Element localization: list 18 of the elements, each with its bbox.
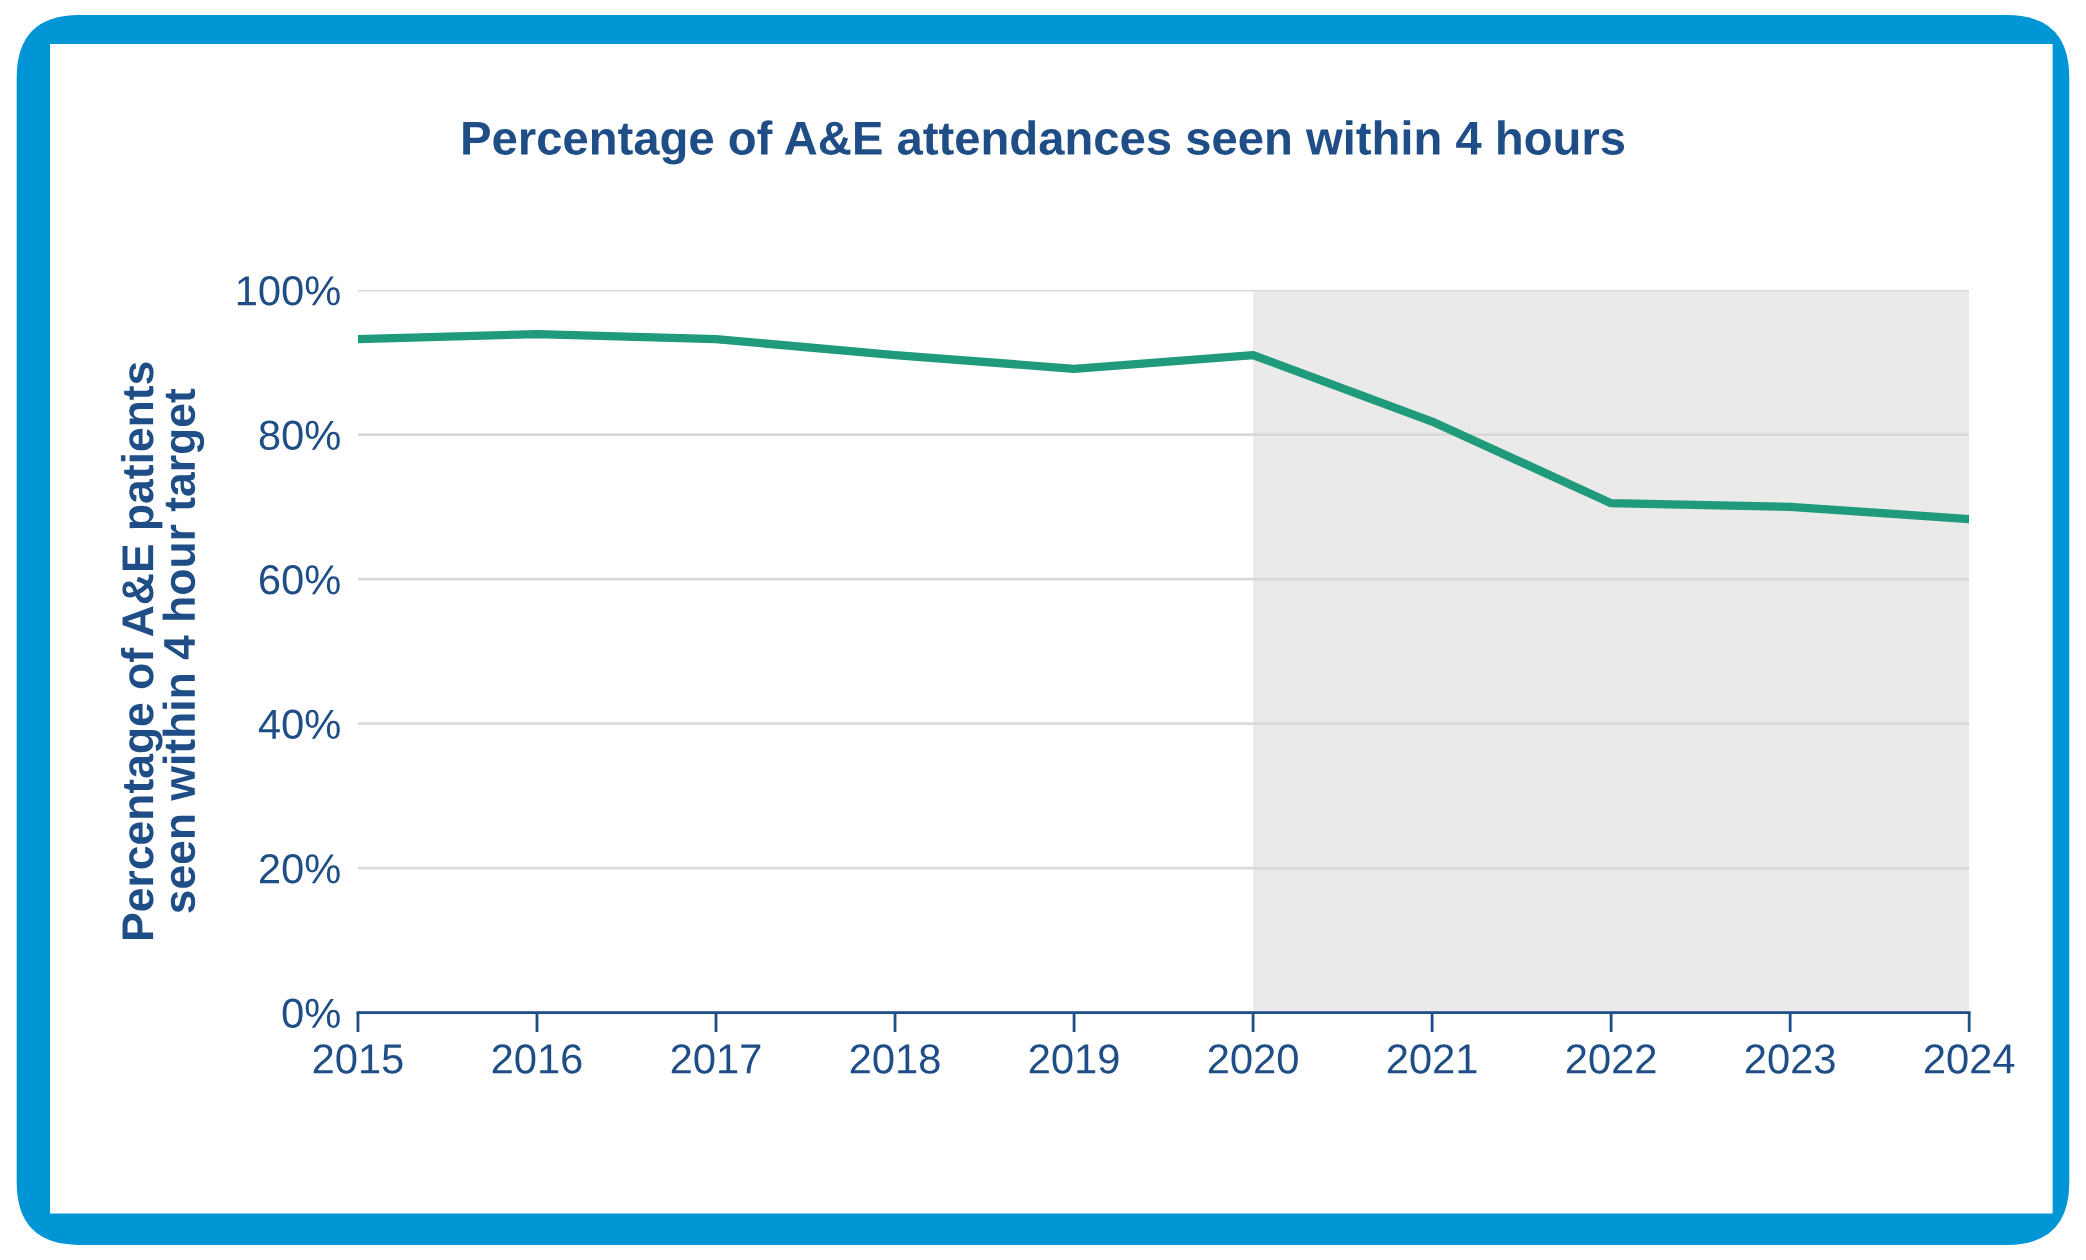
y-tick-label: 100%: [237, 276, 340, 306]
y-tick-label: 60%: [260, 565, 340, 595]
chart-title: Percentage of A&E attendances seen within 4 hours: [463, 120, 1625, 165]
x-tick-label: 2015: [313, 1044, 403, 1074]
x-tick-label: 2023: [1745, 1044, 1835, 1074]
x-tick-label: 2016: [492, 1044, 582, 1074]
x-tick-label: 2020: [1208, 1044, 1298, 1074]
x-tick-label: 2018: [850, 1044, 940, 1074]
y-tick-label: 80%: [259, 420, 340, 451]
x-tick-label: 2017: [671, 1044, 761, 1074]
x-tick-label: 2022: [1566, 1044, 1656, 1074]
x-tick-label: 2024: [1924, 1044, 2015, 1074]
y-tick-label: 20%: [260, 854, 340, 884]
y-tick-label: 0%: [282, 998, 340, 1029]
y-axis-title: Percentage of A&E patients seen within 4 hour target: [120, 362, 205, 939]
x-tick-label: 2019: [1029, 1044, 1119, 1074]
x-tick-label: 2021: [1387, 1044, 1477, 1074]
y-tick-label: 40%: [258, 709, 340, 740]
